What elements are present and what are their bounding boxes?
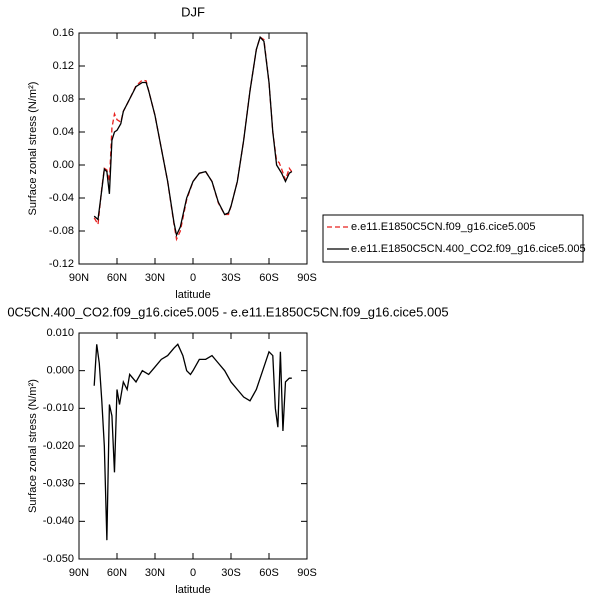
- y-tick-label: 0.00: [53, 159, 74, 171]
- y-tick-label: -0.030: [43, 478, 74, 490]
- x-tick-label: 0: [190, 272, 196, 284]
- x-tick-label: 90N: [69, 567, 89, 579]
- y-tick-label: -0.04: [49, 192, 74, 204]
- data-line: [93, 343, 292, 541]
- x-axis-label: latitude: [175, 289, 210, 301]
- y-tick-label: -0.050: [43, 553, 74, 565]
- legend-box: [322, 214, 584, 263]
- y-axis-label: Surface zonal stress (N/m²): [27, 379, 39, 513]
- x-tick-label: 30S: [221, 272, 241, 284]
- x-tick-label: 60N: [107, 272, 127, 284]
- y-tick-label: -0.010: [43, 402, 74, 414]
- y-tick-label: -0.020: [43, 440, 74, 452]
- y-tick-label: 0.16: [53, 27, 74, 39]
- y-tick-label: 0.010: [46, 327, 74, 339]
- x-tick-label: 60S: [259, 272, 279, 284]
- y-tick-label: -0.040: [43, 515, 74, 527]
- x-tick-label: 30S: [221, 567, 241, 579]
- y-tick-label: 0.000: [46, 365, 74, 377]
- y-tick-label: -0.08: [49, 225, 74, 237]
- x-tick-label: 90N: [69, 272, 89, 284]
- y-tick-label: 0.08: [53, 93, 74, 105]
- x-tick-label: 90S: [297, 567, 317, 579]
- chart-title: 0C5CN.400_CO2.f09_g16.cice5.005 - e.e11.…: [7, 304, 448, 319]
- x-tick-label: 90S: [297, 272, 317, 284]
- x-tick-label: 0: [190, 567, 196, 579]
- legend-label: e.e11.E1850C5CN.f09_g16.cice5.005: [351, 221, 536, 233]
- y-tick-label: 0.12: [53, 60, 74, 72]
- x-tick-label: 30N: [145, 567, 165, 579]
- y-axis-label: Surface zonal stress (N/m²): [27, 82, 39, 216]
- x-tick-label: 60N: [107, 567, 127, 579]
- legend-label: e.e11.E1850C5CN.400_CO2.f09_g16.cice5.00…: [351, 243, 586, 255]
- data-line: [93, 36, 293, 242]
- chart-title: DJF: [181, 4, 205, 19]
- data-line: [93, 35, 293, 238]
- plot-frame: [78, 32, 308, 265]
- x-axis-label: latitude: [175, 584, 210, 596]
- x-tick-label: 30N: [145, 272, 165, 284]
- x-tick-label: 60S: [259, 567, 279, 579]
- y-tick-label: -0.12: [49, 258, 74, 270]
- y-tick-label: 0.04: [53, 126, 74, 138]
